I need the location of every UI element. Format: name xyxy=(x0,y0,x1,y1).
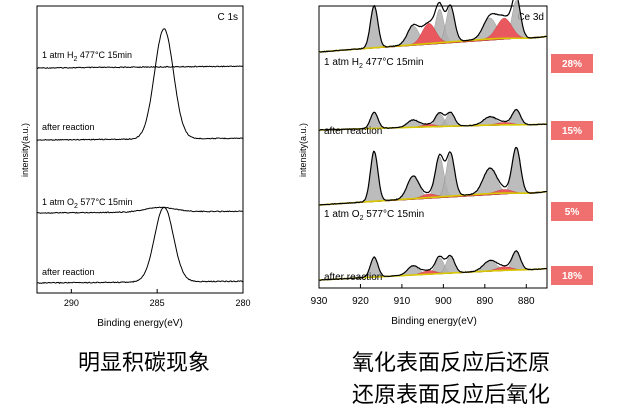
c1s-curve-3 xyxy=(36,206,244,284)
ce3d-spectrum-2 xyxy=(318,146,548,206)
badge-bg-3 xyxy=(551,202,593,221)
ce3d-h2-pre: 1 atm H xyxy=(324,57,359,68)
ce3d-o2-pre: 1 atm O xyxy=(324,209,360,220)
c1s-x-tick-label-1: 285 xyxy=(150,298,165,308)
caption-right-line2: 还原表面反应后氧化 xyxy=(352,383,551,408)
ce3d-spectrum-3 xyxy=(318,250,548,281)
c1s-h2-pre: 1 atm H xyxy=(42,50,74,60)
ce3d-x-tick-label-3: 900 xyxy=(435,296,452,307)
ce3d-total-2 xyxy=(318,146,548,206)
ce3d-o2-post: 577°C 15min xyxy=(363,209,424,220)
ce3d-h2-sub: 2 xyxy=(359,63,363,70)
c1s-series-label-after-2: after reaction xyxy=(42,267,95,277)
ce3d-spectrum-1 xyxy=(318,108,548,131)
ce3d-series-label-o2: 1 atm O2 577°C 15min xyxy=(324,209,424,222)
c1s-o2-sub: 2 xyxy=(74,203,78,210)
c1s-h2-sub: 2 xyxy=(74,56,78,63)
ce3d-series-label-after-1: after reaction xyxy=(324,126,382,137)
badge-text-3: 5% xyxy=(565,207,580,218)
ce3d-y-axis-label: intensity(a.u.) xyxy=(298,123,308,177)
ce3d-x-tick-label-4: 890 xyxy=(476,296,493,307)
ce3d-series-label-after-2: after reaction xyxy=(324,272,382,283)
ce3d-series-label-h2: 1 atm H2 477°C 15min xyxy=(324,57,424,70)
badge-text-1: 28% xyxy=(562,59,582,70)
c1s-x-axis-label: Binding energy(eV) xyxy=(97,318,183,329)
c1s-x-ticks: 290 285 280 xyxy=(64,289,251,308)
caption-left: 明显积碳现象 xyxy=(78,351,211,376)
ce3d-x-tick-label-2: 910 xyxy=(394,296,411,307)
ce3d-x-tick-label-1: 920 xyxy=(352,296,369,307)
ce3d-x-tick-label-0: 930 xyxy=(311,296,328,307)
badge-text-4: 18% xyxy=(562,271,582,282)
c1s-series-label-after-1: after reaction xyxy=(42,122,95,132)
ce3d-spectrum-0 xyxy=(318,0,548,53)
c1s-series-label-o2: 1 atm O2 577°C 15min xyxy=(42,197,133,210)
ce3d-h2-post: 477°C 15min xyxy=(363,57,424,68)
badge-bg-2 xyxy=(551,121,593,140)
c1s-o2-post: 577°C 15min xyxy=(78,197,133,207)
c1s-plot-frame xyxy=(36,5,244,294)
c1s-curve-2 xyxy=(36,206,244,214)
c1s-x-tick-label-2: 280 xyxy=(235,298,250,308)
ce3d-total-1 xyxy=(318,108,548,131)
c1s-panel-label: C 1s xyxy=(217,12,238,23)
ce3d-x-ticks: 930 920 910 900 890 880 xyxy=(311,284,535,307)
ce3d-panel-label: Ce 3d xyxy=(517,12,544,23)
c1s-series-label-h2: 1 atm H2 477°C 15min xyxy=(42,50,132,63)
ce3d-panel: Ce 3d 930 920 910 900 890 880 Binding energy(… xyxy=(298,0,548,327)
ce3d-total-3 xyxy=(318,250,548,281)
ce3-fraction-badges: 28% 15% 5% 18% xyxy=(551,54,593,285)
ce3d-x-axis-label: Binding energy(eV) xyxy=(391,316,477,327)
c1s-o2-pre: 1 atm O xyxy=(42,197,74,207)
c1s-curve-0 xyxy=(36,65,244,70)
badge-text-2: 15% xyxy=(562,126,582,137)
c1s-curves xyxy=(36,28,244,284)
badge-bg-4 xyxy=(551,266,593,285)
c1s-x-tick-label-0: 290 xyxy=(64,298,79,308)
c1s-panel: C 1s 290 285 280 Binding energy(eV) intens… xyxy=(20,5,251,329)
ce3d-o2-sub: 2 xyxy=(360,215,364,222)
ce3d-x-tick-label-5: 880 xyxy=(518,296,535,307)
ce3d-total-0 xyxy=(318,0,548,53)
caption-right-line1: 氧化表面反应后还原 xyxy=(352,351,551,376)
badge-bg-1 xyxy=(551,54,593,73)
c1s-h2-post: 477°C 15min xyxy=(77,50,132,60)
c1s-y-axis-label: intensity(a.u.) xyxy=(20,123,30,177)
ce3d-curves xyxy=(318,0,548,281)
c1s-curve-1 xyxy=(36,28,244,141)
ce3d-plot-frame xyxy=(318,5,548,289)
